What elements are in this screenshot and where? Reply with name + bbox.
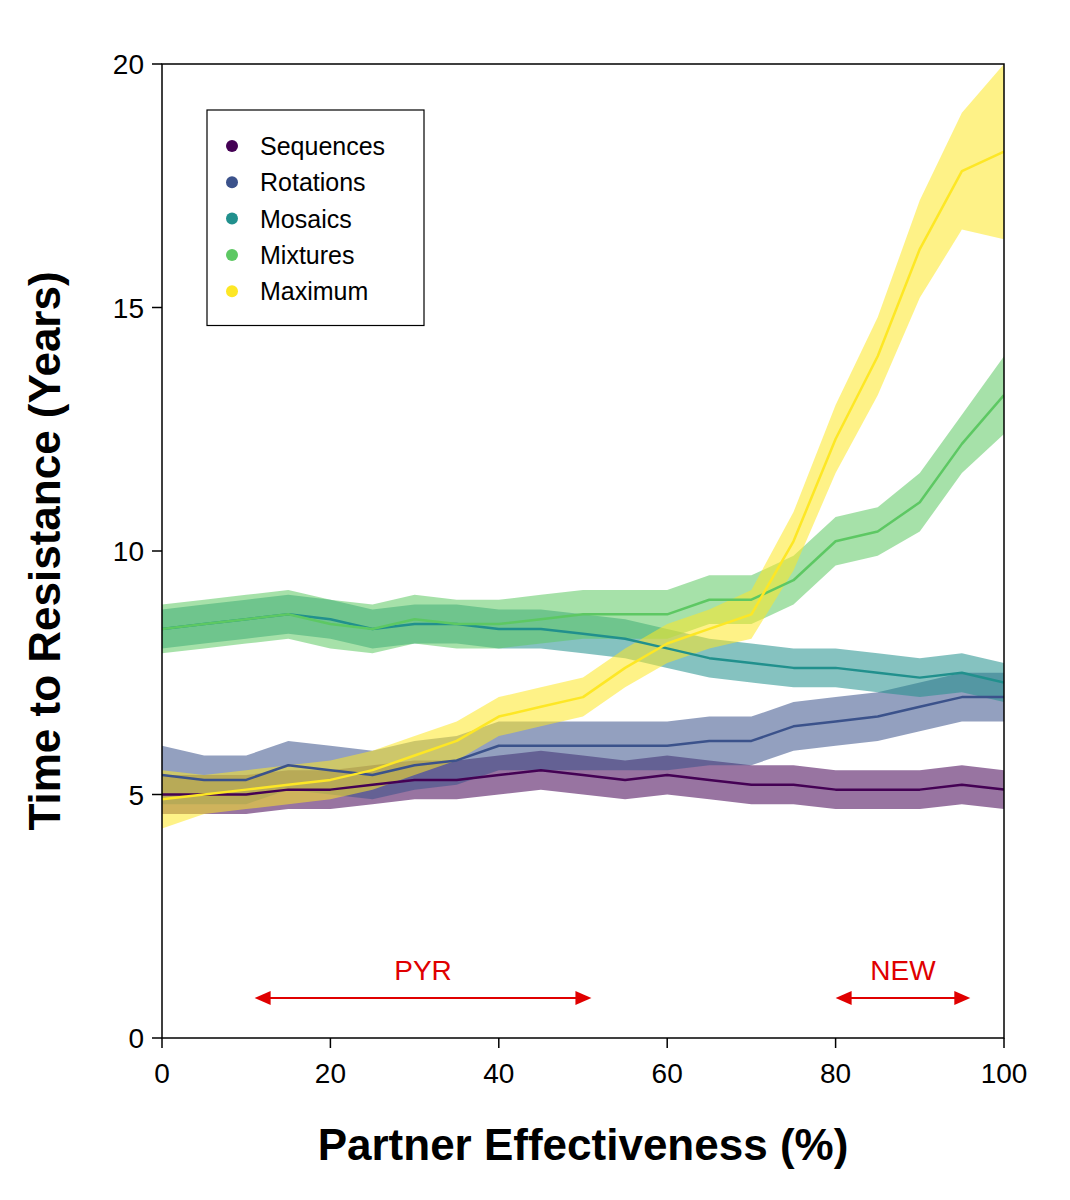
x-tick [1003,1038,1005,1048]
x-tick-label: 100 [981,1058,1028,1089]
background [0,0,1070,1200]
arrow-head [836,991,852,1005]
confidence-band [162,356,1004,653]
annotation-arrow [842,997,965,999]
legend-box [207,110,424,326]
y-tick-label: 5 [128,780,144,811]
legend-label: Sequences [260,132,385,160]
x-tick [835,1038,837,1048]
legend: Sequences Rotations Mosaics Mixtures Maximum [207,110,424,326]
legend-marker [226,285,238,297]
arrow-head [954,991,970,1005]
annotation-arrow [261,997,586,999]
y-tick-label: 10 [113,536,144,567]
legend-marker [226,213,238,225]
arrow-head [255,991,271,1005]
x-tick-label: 20 [315,1058,346,1089]
x-tick [498,1038,500,1048]
x-tick-label: 40 [483,1058,514,1089]
series-line [162,395,1004,629]
annotation-text: NEW [870,955,936,986]
legend-label: Rotations [260,168,366,196]
series-line [162,152,1004,800]
y-tick [152,550,162,552]
confidence-band [162,64,1004,829]
y-tick [152,307,162,309]
y-tick-label: 20 [113,49,144,80]
series-line [162,614,1004,682]
y-tick [152,63,162,65]
legend-label: Maximum [260,277,368,305]
plot-data [162,64,1004,829]
y-axis-label: Time to Resistance (Years) [20,271,69,830]
y-tick-label: 15 [113,293,144,324]
legend-marker [226,176,238,188]
y-tick [152,794,162,796]
x-tick-label: 60 [652,1058,683,1089]
x-tick-label: 0 [154,1058,170,1089]
series-line [162,770,1004,794]
legend-label: Mixtures [260,241,354,269]
legend-label: Mosaics [260,205,352,233]
legend-marker [226,140,238,152]
legend-marker [226,249,238,261]
chart: 0 20 40 60 80 100 0 5 10 15 20 Partner Effectivenes… [0,0,1070,1200]
arrow-head [575,991,591,1005]
series-line [162,697,1004,780]
y-tick [152,1037,162,1039]
x-axis-label: Partner Effectiveness (%) [318,1120,849,1169]
y-tick-label: 0 [128,1023,144,1054]
x-tick [666,1038,668,1048]
x-tick-label: 80 [820,1058,851,1089]
annotation-text: PYR [394,955,452,986]
x-tick [330,1038,332,1048]
x-tick [161,1038,163,1048]
plot-frame [162,64,1004,1038]
